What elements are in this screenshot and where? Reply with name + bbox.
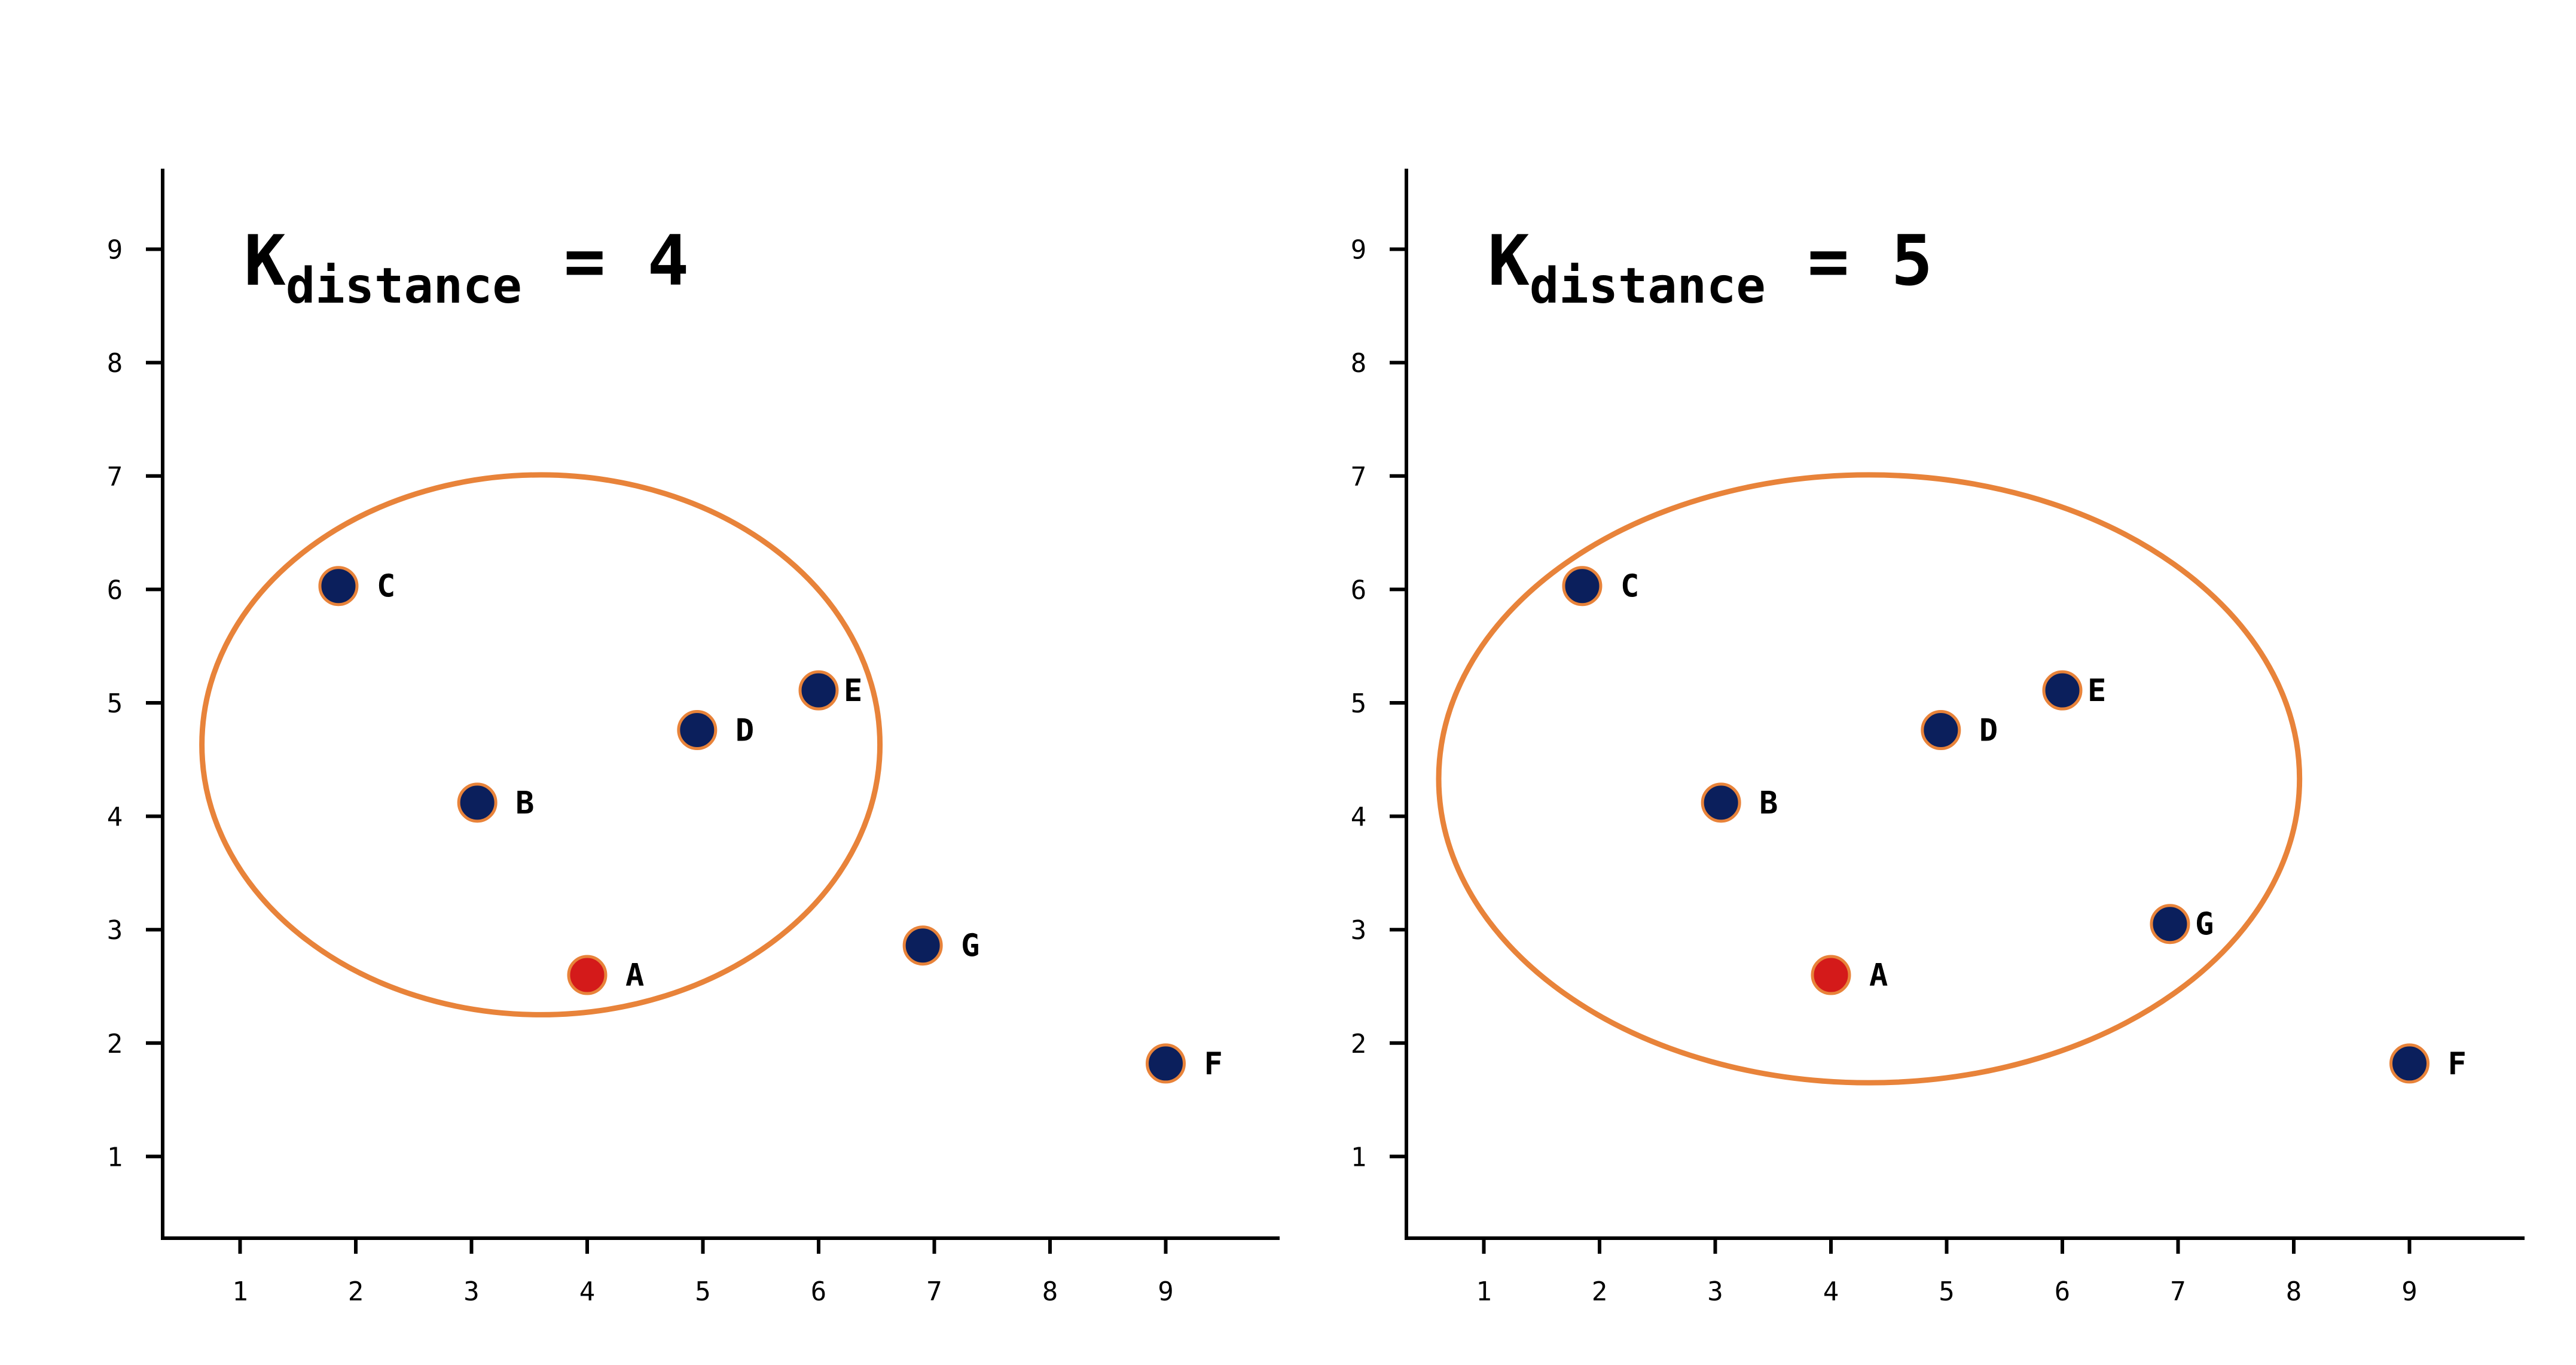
y-tick-label: 4 (107, 802, 123, 833)
y-tick-label: 5 (1351, 688, 1367, 719)
chart-title: Kdistance = 5 (1488, 221, 1933, 315)
title-k: K (244, 221, 286, 301)
x-tick-label: 2 (1592, 1276, 1608, 1307)
y-tick-label: 5 (107, 688, 123, 719)
data-point-b (457, 782, 498, 823)
y-tick-label: 4 (1351, 802, 1367, 833)
y-tick-label: 9 (107, 235, 123, 266)
x-tick-label: 7 (926, 1276, 942, 1307)
x-tick-label: 2 (348, 1276, 364, 1307)
title-value: = 4 (564, 221, 689, 301)
x-tick-label: 6 (2055, 1276, 2071, 1307)
point-label-b: B (1759, 785, 1778, 821)
x-tick-label: 3 (1707, 1276, 1723, 1307)
point-label-e: E (844, 673, 862, 709)
y-tick-label: 6 (1351, 575, 1367, 605)
x-tick-label: 1 (232, 1276, 248, 1307)
data-point-c (1562, 566, 1603, 607)
x-tick-label: 8 (2286, 1276, 2302, 1307)
k-distance-ellipse (1436, 472, 2303, 1086)
data-point-c (318, 566, 359, 607)
data-point-g (902, 925, 943, 966)
title-subscript: distance (286, 258, 522, 315)
x-tick-label: 1 (1476, 1276, 1492, 1307)
title-value: = 5 (1808, 221, 1933, 301)
data-point-a (567, 955, 608, 995)
point-label-c: C (1620, 569, 1639, 605)
y-tick-label: 1 (1351, 1142, 1367, 1172)
point-label-e: E (2087, 673, 2106, 709)
point-label-g: G (961, 928, 979, 964)
y-tick-label: 3 (1351, 915, 1367, 946)
x-tick-label: 9 (2401, 1276, 2418, 1307)
data-point-e (2042, 670, 2083, 711)
x-tick-label: 8 (1042, 1276, 1058, 1307)
title-k: K (1488, 221, 1530, 301)
point-label-g: G (2195, 907, 2214, 943)
point-label-d: D (1979, 713, 1998, 749)
data-point-f (2389, 1043, 2430, 1084)
y-tick-label: 8 (107, 348, 123, 379)
x-tick-label: 7 (2170, 1276, 2186, 1307)
chart-panel-k5: 1 2 3 4 5 6 7 8 9 1 2 3 4 5 6 7 8 9 Kdistance = 5 A B C D E G F (1351, 169, 2525, 1307)
y-tick-label: 2 (107, 1029, 123, 1059)
x-tick-label: 4 (1823, 1276, 1839, 1307)
x-tick-label: 5 (1939, 1276, 1955, 1307)
data-point-a (1811, 955, 1851, 995)
data-point-d (677, 710, 718, 751)
x-tick-label: 4 (579, 1276, 596, 1307)
y-tick-label: 7 (107, 462, 123, 492)
y-tick-label: 3 (107, 915, 123, 946)
title-subscript: distance (1530, 258, 1766, 315)
y-tick-label: 2 (1351, 1029, 1367, 1059)
x-tick-label: 9 (1158, 1276, 1174, 1307)
x-tick-label: 5 (695, 1276, 711, 1307)
data-point-b (1701, 782, 1741, 823)
point-label-d: D (735, 713, 754, 749)
y-tick-label: 8 (1351, 348, 1367, 379)
chart-title: Kdistance = 4 (244, 221, 689, 315)
chart-panel-k4: 1 2 3 4 5 6 7 8 9 1 2 3 4 5 6 7 8 9 Kdistance = 4 A B C D E G F (107, 169, 1280, 1307)
y-tick-label: 6 (107, 575, 123, 605)
data-point-f (1146, 1043, 1186, 1084)
point-label-a: A (625, 958, 644, 994)
point-label-c: C (377, 569, 395, 605)
x-tick-label: 6 (811, 1276, 827, 1307)
point-label-b: B (515, 785, 534, 821)
y-tick-label: 1 (107, 1142, 123, 1172)
y-tick-label: 7 (1351, 462, 1367, 492)
data-point-e (798, 670, 839, 711)
y-tick-label: 9 (1351, 235, 1367, 266)
point-label-f: F (2448, 1046, 2467, 1082)
data-point-d (1921, 710, 1961, 751)
data-point-g (2150, 904, 2190, 944)
point-label-a: A (1869, 958, 1888, 994)
k-distance-ellipse (199, 472, 883, 1017)
x-tick-label: 3 (463, 1276, 480, 1307)
point-label-f: F (1204, 1046, 1223, 1082)
